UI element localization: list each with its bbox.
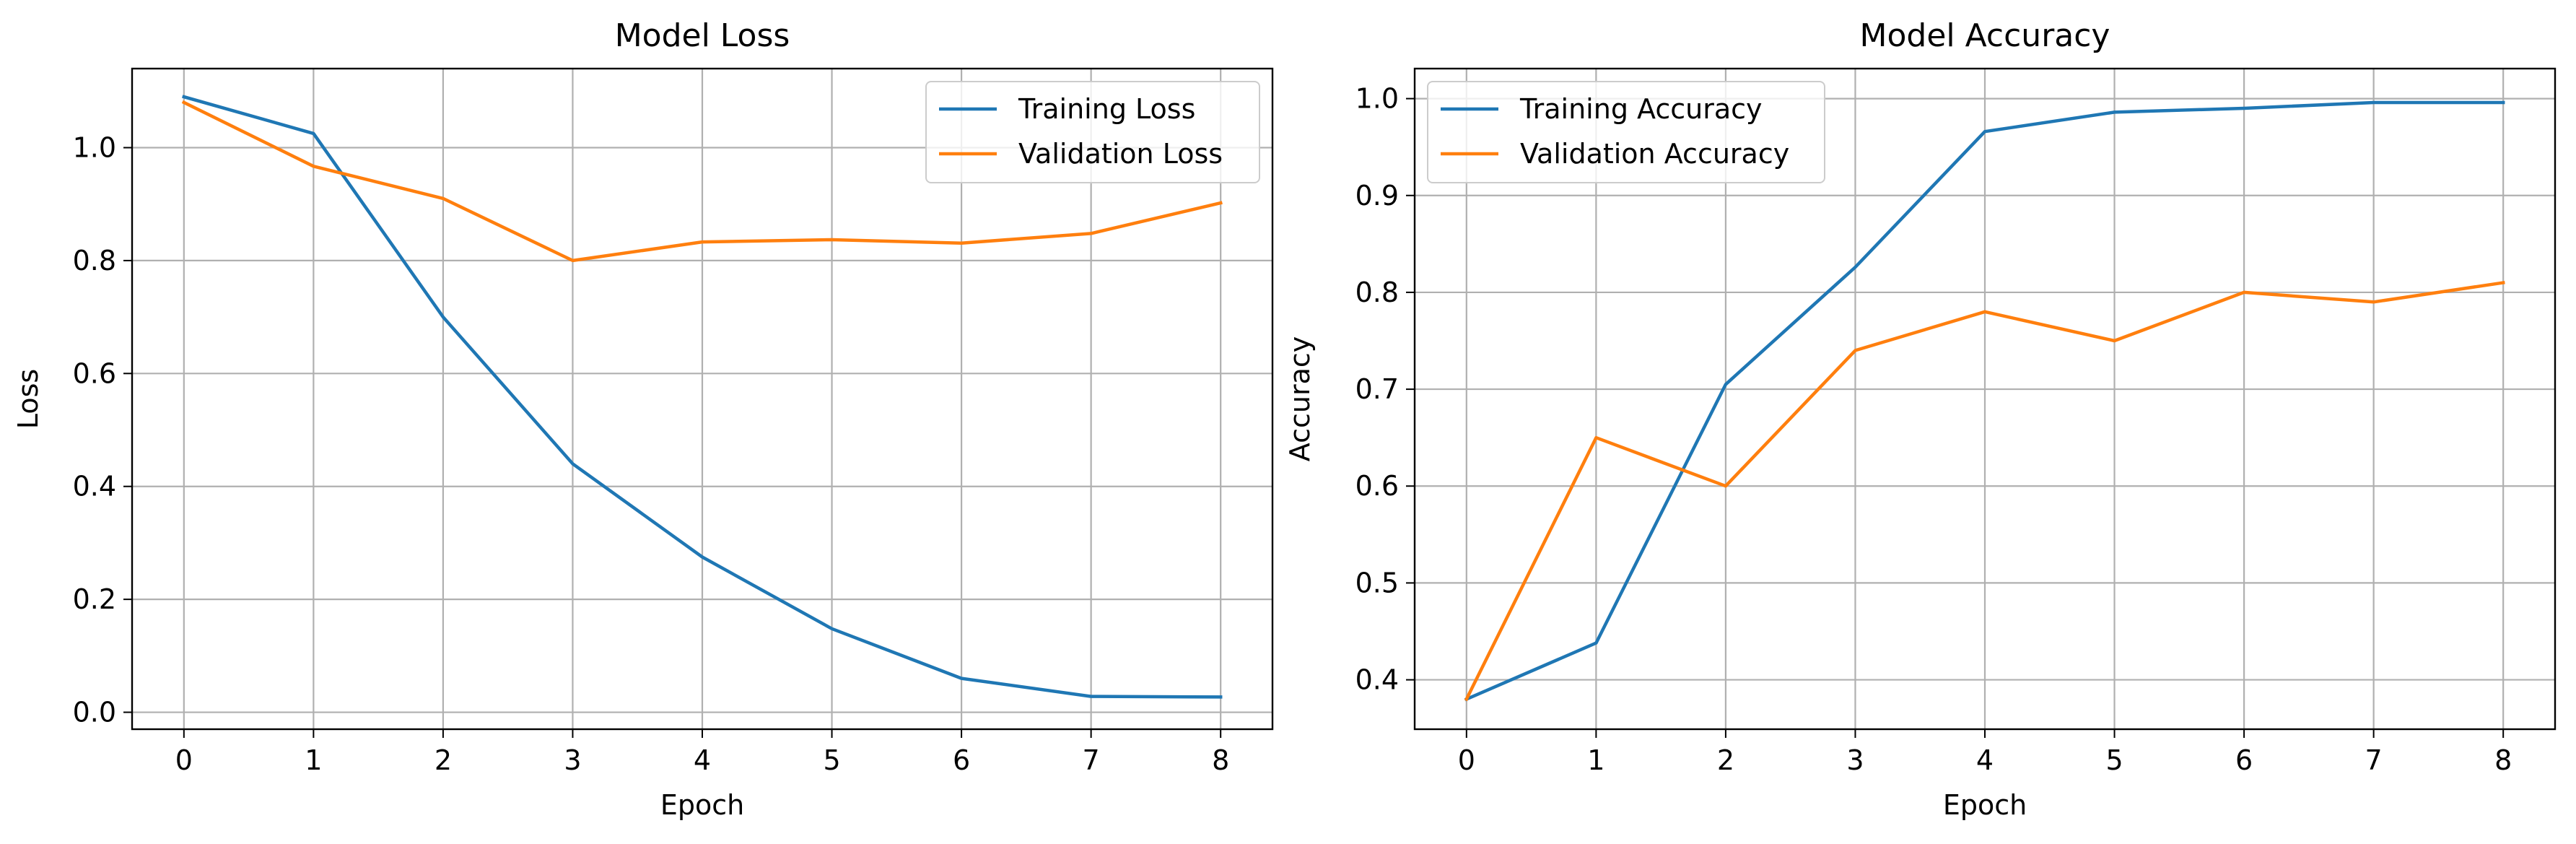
accuracy-x-tick-label-3: 3	[1846, 744, 1864, 776]
accuracy-x-tick-label-5: 5	[2105, 744, 2123, 776]
loss-legend-box	[925, 81, 1260, 183]
loss-y-tick-label-4: 0.8	[73, 245, 116, 277]
loss-y-tick-label-3: 0.6	[73, 357, 116, 389]
accuracy-y-tick-label-2: 0.6	[1355, 470, 1399, 502]
loss-chart-title: Model Loss	[615, 17, 790, 54]
accuracy-y-tick-label-0: 0.4	[1355, 664, 1399, 696]
accuracy-plot-frame	[1413, 67, 2557, 731]
loss-y-tick-label-2: 0.4	[73, 471, 116, 503]
loss-grid	[132, 69, 1272, 729]
accuracy-x-tick-label-6: 6	[2235, 744, 2253, 776]
loss-legend-label-training-loss: Training Loss	[1018, 93, 1195, 125]
accuracy-legend-label-validation-accuracy: Validation Accuracy	[1520, 138, 1789, 170]
accuracy-x-tick-label-1: 1	[1587, 744, 1604, 776]
loss-x-tick-label-7: 7	[1083, 744, 1100, 776]
accuracy-series-line-training-accuracy	[1464, 100, 2505, 702]
accuracy-chart-title: Model Accuracy	[1860, 17, 2110, 54]
accuracy-series-line-validation-accuracy	[1464, 280, 2505, 702]
accuracy-x-tick-label-7: 7	[2365, 744, 2383, 776]
accuracy-y-axis: 0.4 0.5 0.6 0.7 0.8 0.9 1.0	[1355, 83, 1415, 696]
loss-x-axis-label: Epoch	[660, 789, 744, 821]
loss-y-axis-label: Loss	[12, 369, 44, 429]
loss-x-tick-label-5: 5	[823, 744, 840, 776]
loss-x-tick-label-3: 3	[564, 744, 581, 776]
accuracy-y-tick-label-1: 0.5	[1355, 567, 1399, 599]
loss-y-axis: 0.0 0.2 0.4 0.6 0.8 1.0	[73, 131, 132, 728]
loss-x-tick-label-8: 8	[1212, 744, 1229, 776]
loss-x-axis: 0 1 2 3 4 5 6 7 8	[175, 729, 1229, 776]
accuracy-x-axis: 0 1 2 3 4 5 6 7 8	[1458, 729, 2512, 776]
loss-y-tick-label-0: 0.0	[73, 697, 116, 728]
loss-chart: 0 1 2 3 4 5 6 7 8 0.0 0.2 0.4 0.6 0.8 1.0 Model Loss Epo…	[12, 17, 1274, 821]
loss-series-line-training-loss	[182, 95, 1223, 699]
accuracy-series-group	[1464, 100, 2505, 702]
loss-x-tick-label-2: 2	[435, 744, 452, 776]
loss-x-tick-label-4: 4	[694, 744, 711, 776]
accuracy-y-tick-label-6: 1.0	[1355, 83, 1399, 115]
accuracy-legend-label-training-accuracy: Training Accuracy	[1519, 93, 1763, 125]
loss-y-tick-label-1: 0.2	[73, 583, 116, 615]
loss-series-group	[181, 95, 1223, 699]
loss-plot-frame	[131, 67, 1274, 731]
loss-x-tick-label-6: 6	[953, 744, 970, 776]
accuracy-chart: 0 1 2 3 4 5 6 7 8 0.4 0.5 0.6 0.7 0.8 0.9 1.0 Model Accu…	[1284, 17, 2557, 821]
loss-series-line-validation-loss	[181, 100, 1223, 263]
accuracy-x-tick-label-4: 4	[1976, 744, 1994, 776]
loss-x-tick-label-1: 1	[305, 744, 322, 776]
accuracy-y-axis-label: Accuracy	[1284, 336, 1316, 462]
accuracy-legend: Training Accuracy Validation Accuracy	[1427, 81, 1825, 183]
accuracy-x-axis-label: Epoch	[1943, 789, 2027, 821]
loss-legend-label-validation-loss: Validation Loss	[1018, 138, 1223, 170]
loss-x-tick-label-0: 0	[175, 744, 193, 776]
accuracy-x-tick-label-0: 0	[1458, 744, 1475, 776]
accuracy-grid	[1415, 69, 2555, 729]
accuracy-y-tick-label-4: 0.8	[1355, 277, 1399, 308]
accuracy-x-tick-label-2: 2	[1717, 744, 1734, 776]
accuracy-y-tick-label-3: 0.7	[1355, 373, 1399, 405]
loss-y-tick-label-5: 1.0	[73, 131, 116, 163]
loss-legend: Training Loss Validation Loss	[925, 81, 1260, 183]
accuracy-y-tick-label-5: 0.9	[1355, 180, 1399, 212]
accuracy-legend-box	[1427, 81, 1825, 183]
accuracy-x-tick-label-8: 8	[2494, 744, 2512, 776]
